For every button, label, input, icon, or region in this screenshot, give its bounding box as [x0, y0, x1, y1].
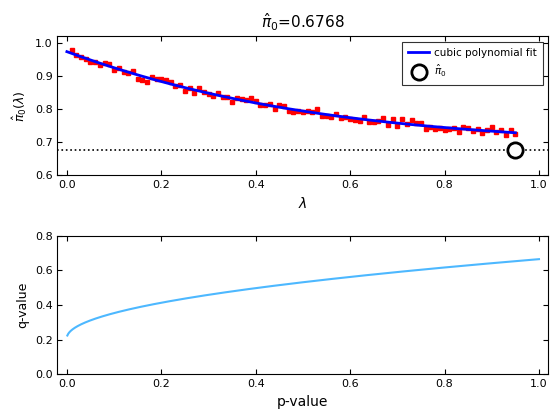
cubic polynomial fit	[330, 113, 337, 118]
cubic polynomial fit	[431, 124, 438, 129]
Line: cubic polynomial fit: cubic polynomial fit	[67, 52, 515, 133]
X-axis label: $\lambda$: $\lambda$	[298, 196, 307, 211]
cubic polynomial fit	[277, 105, 283, 110]
cubic polynomial fit	[63, 49, 70, 54]
cubic polynomial fit	[279, 105, 286, 110]
cubic polynomial fit	[512, 130, 519, 135]
Y-axis label: q-value: q-value	[16, 282, 29, 328]
X-axis label: p-value: p-value	[277, 395, 329, 409]
cubic polynomial fit	[501, 129, 508, 134]
cubic polynomial fit	[306, 110, 313, 115]
Title: $\hat{\pi}_0$=0.6768: $\hat{\pi}_0$=0.6768	[261, 11, 345, 33]
Legend: cubic polynomial fit, $\hat{\pi}_0$: cubic polynomial fit, $\hat{\pi}_0$	[402, 42, 543, 85]
Y-axis label: $\hat{\pi}_0(\lambda)$: $\hat{\pi}_0(\lambda)$	[11, 90, 29, 122]
